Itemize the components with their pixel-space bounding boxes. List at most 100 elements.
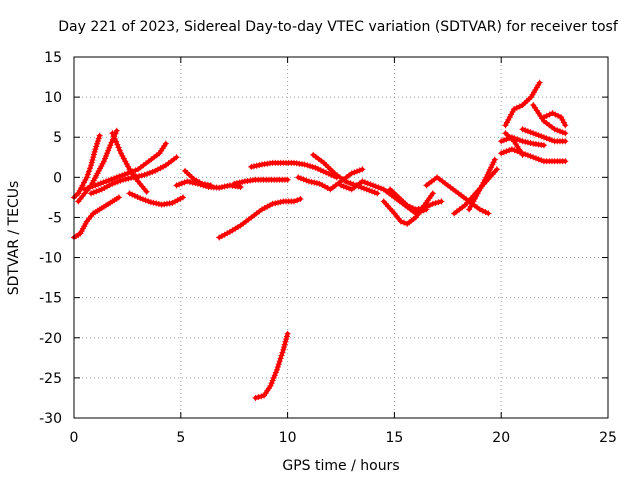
chart-title: Day 221 of 2023, Sidereal Day-to-day VTE… <box>58 19 619 35</box>
data-point <box>125 163 132 170</box>
data-point <box>479 207 486 214</box>
data-point <box>169 200 176 207</box>
data-point <box>316 180 323 187</box>
data-point <box>174 197 181 204</box>
data-point <box>469 201 476 208</box>
data-point <box>309 163 316 170</box>
data-point <box>103 152 110 159</box>
data-point <box>491 156 498 163</box>
series-arc-27 <box>519 126 569 145</box>
data-point <box>160 163 167 170</box>
data-point <box>104 150 111 157</box>
series-arc-18 <box>387 186 445 213</box>
data-point <box>272 200 279 207</box>
data-point <box>274 199 281 206</box>
data-point <box>126 190 133 197</box>
data-point <box>89 156 96 163</box>
data-point <box>467 203 474 210</box>
data-point <box>134 193 141 200</box>
data-point <box>153 200 160 207</box>
data-point <box>239 178 246 185</box>
data-point <box>266 202 273 209</box>
data-point <box>473 193 480 200</box>
data-point <box>149 168 156 175</box>
data-point <box>516 137 523 144</box>
data-point <box>141 171 148 178</box>
y-tick-label: -15 <box>39 291 62 307</box>
data-point <box>106 144 113 151</box>
data-point <box>284 176 291 183</box>
data-point <box>76 187 83 194</box>
data-point <box>415 205 422 212</box>
data-point <box>270 374 277 381</box>
data-point <box>79 182 86 189</box>
data-point <box>412 206 419 213</box>
data-point <box>80 179 87 186</box>
x-tick-label: 20 <box>492 430 510 446</box>
data-point <box>354 168 361 175</box>
data-point <box>303 177 310 184</box>
data-point <box>530 154 537 161</box>
data-point <box>540 114 547 121</box>
data-point <box>282 338 289 345</box>
data-point <box>481 177 488 184</box>
data-point <box>83 174 90 181</box>
data-point <box>488 164 495 171</box>
data-point <box>90 151 97 158</box>
data-point <box>546 136 553 143</box>
data-point <box>146 169 153 176</box>
data-point <box>92 182 99 189</box>
data-point <box>128 174 135 181</box>
data-point <box>509 108 516 115</box>
data-point <box>307 163 314 170</box>
data-point <box>113 127 120 134</box>
data-point <box>522 138 529 145</box>
data-point <box>147 199 154 206</box>
data-point <box>476 206 483 213</box>
data-point <box>540 134 547 141</box>
data-point <box>374 190 381 197</box>
data-point <box>237 183 244 190</box>
data-point <box>511 147 518 154</box>
data-point <box>113 138 120 145</box>
data-point <box>278 352 285 359</box>
data-point <box>129 191 136 198</box>
data-point <box>558 114 565 121</box>
data-point <box>107 142 114 149</box>
data-point <box>108 139 115 146</box>
data-point <box>111 135 118 142</box>
data-point <box>269 377 276 384</box>
data-point <box>82 177 89 184</box>
data-point <box>115 144 122 151</box>
y-tick-label: -25 <box>39 371 62 387</box>
data-point <box>367 181 374 188</box>
data-point <box>132 167 139 174</box>
data-point <box>421 204 428 211</box>
data-point <box>554 127 561 134</box>
data-point <box>407 203 414 210</box>
data-point <box>88 159 95 166</box>
data-point <box>401 219 408 226</box>
x-tick-label: 5 <box>176 430 185 446</box>
data-point <box>490 159 497 166</box>
data-point <box>176 181 183 188</box>
data-point <box>527 129 534 136</box>
data-point <box>359 178 366 185</box>
data-point <box>258 393 265 400</box>
data-point <box>516 103 523 110</box>
data-point <box>267 382 274 389</box>
data-point <box>363 186 370 193</box>
data-point <box>202 181 209 188</box>
data-point <box>157 165 164 172</box>
series-line <box>424 175 491 216</box>
data-point <box>89 183 96 190</box>
data-point <box>548 137 555 144</box>
data-point <box>511 106 518 113</box>
data-point <box>109 180 116 187</box>
x-axis-label: GPS time / hours <box>282 458 399 474</box>
data-point <box>119 172 126 179</box>
data-point <box>283 333 290 340</box>
data-point <box>178 180 185 187</box>
data-point <box>364 180 371 187</box>
data-point <box>143 188 150 195</box>
